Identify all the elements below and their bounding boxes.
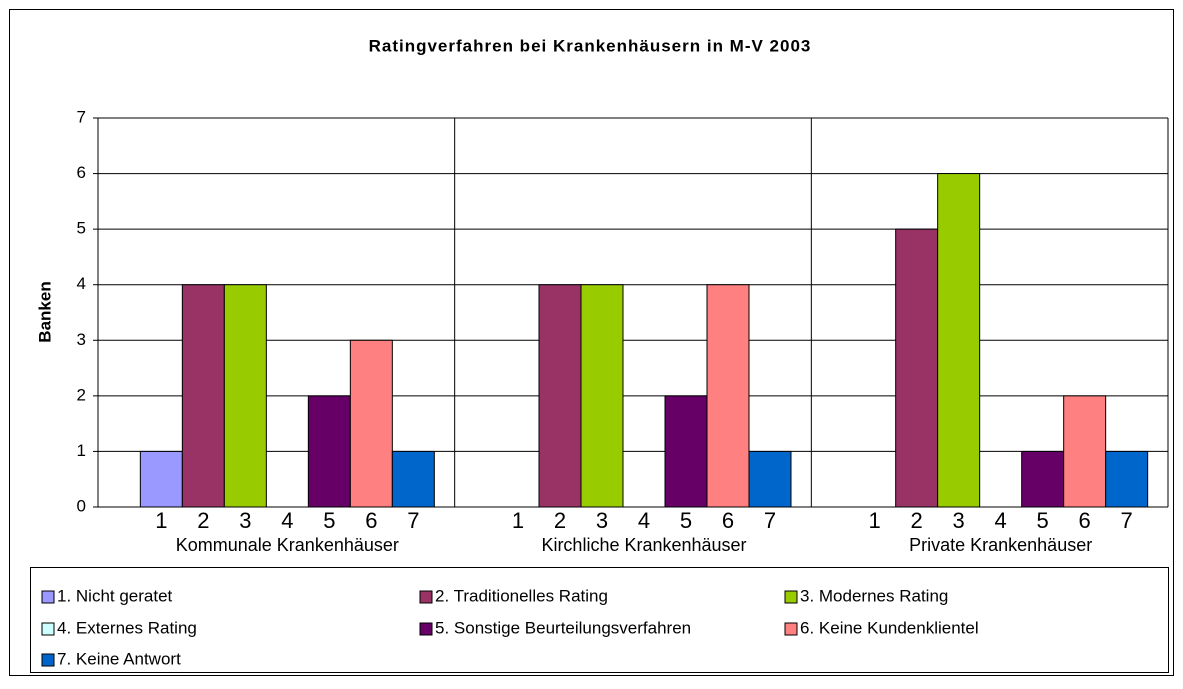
x-tick-label: Private Krankenhäuser <box>909 535 1092 555</box>
bar-label: 4 <box>995 508 1007 533</box>
chart-title: Ratingverfahren bei Krankenhäusern in M-… <box>369 36 812 55</box>
bar <box>1021 450 1065 508</box>
legend-swatch <box>41 590 55 604</box>
y-tick-label: 1 <box>77 441 86 460</box>
y-tick-label: 0 <box>77 496 86 515</box>
bar <box>181 284 225 508</box>
bar-label: 7 <box>1121 508 1133 533</box>
y-tick-label: 4 <box>77 274 86 293</box>
bar <box>706 284 750 508</box>
bar-label: 5 <box>1037 508 1049 533</box>
bar-label: 6 <box>722 508 734 533</box>
bar <box>664 395 708 508</box>
bar <box>139 450 183 508</box>
legend-label: 2. Traditionelles Rating <box>435 586 608 605</box>
bar-label: 5 <box>323 508 335 533</box>
bar <box>937 173 981 508</box>
bar-label: 1 <box>155 508 167 533</box>
bar <box>1063 395 1107 508</box>
bar-label: 4 <box>281 508 293 533</box>
bar <box>748 450 792 508</box>
y-tick-label: 5 <box>77 219 86 238</box>
bar-label: 1 <box>512 508 524 533</box>
bar-label: 6 <box>365 508 377 533</box>
bar-label: 2 <box>554 508 566 533</box>
legend-label: 6. Keine Kundenklientel <box>800 618 979 637</box>
x-tick-label: Kommunale Krankenhäuser <box>176 535 399 555</box>
bar-label: 3 <box>239 508 251 533</box>
legend-swatch <box>784 622 798 636</box>
legend-swatch <box>419 590 433 604</box>
bar-label: 7 <box>407 508 419 533</box>
bar-label: 3 <box>596 508 608 533</box>
y-tick-label: 6 <box>77 163 86 182</box>
bar-label: 5 <box>680 508 692 533</box>
bar <box>538 284 582 508</box>
bar <box>580 284 624 508</box>
legend-label: 5. Sonstige Beurteilungsverfahren <box>435 618 691 637</box>
legend-label: 4. Externes Rating <box>57 618 197 637</box>
bar-label: 6 <box>1079 508 1091 533</box>
bar-label: 3 <box>953 508 965 533</box>
legend-swatch <box>41 622 55 636</box>
bar-label: 1 <box>869 508 881 533</box>
y-tick-label: 7 <box>77 107 86 126</box>
legend-label: 7. Keine Antwort <box>57 649 181 668</box>
bar-label: 2 <box>197 508 209 533</box>
bar <box>223 284 267 508</box>
legend-swatch <box>41 653 55 667</box>
bar-label: 2 <box>911 508 923 533</box>
legend-label: 3. Modernes Rating <box>800 586 948 605</box>
y-axis-title: Banken <box>35 281 54 342</box>
bar <box>307 395 351 508</box>
legend-swatch <box>419 622 433 636</box>
legend-label: 1. Nicht geratet <box>57 586 173 605</box>
bar-label: 7 <box>764 508 776 533</box>
bar <box>895 228 939 508</box>
legend-box <box>30 567 1169 673</box>
bar-label: 4 <box>638 508 650 533</box>
bar <box>349 339 393 508</box>
bar <box>391 450 435 508</box>
bar <box>1105 450 1149 508</box>
x-tick-label: Kirchliche Krankenhäuser <box>541 535 746 555</box>
y-tick-label: 3 <box>77 330 86 349</box>
legend-swatch <box>784 590 798 604</box>
y-tick-label: 2 <box>77 385 86 404</box>
